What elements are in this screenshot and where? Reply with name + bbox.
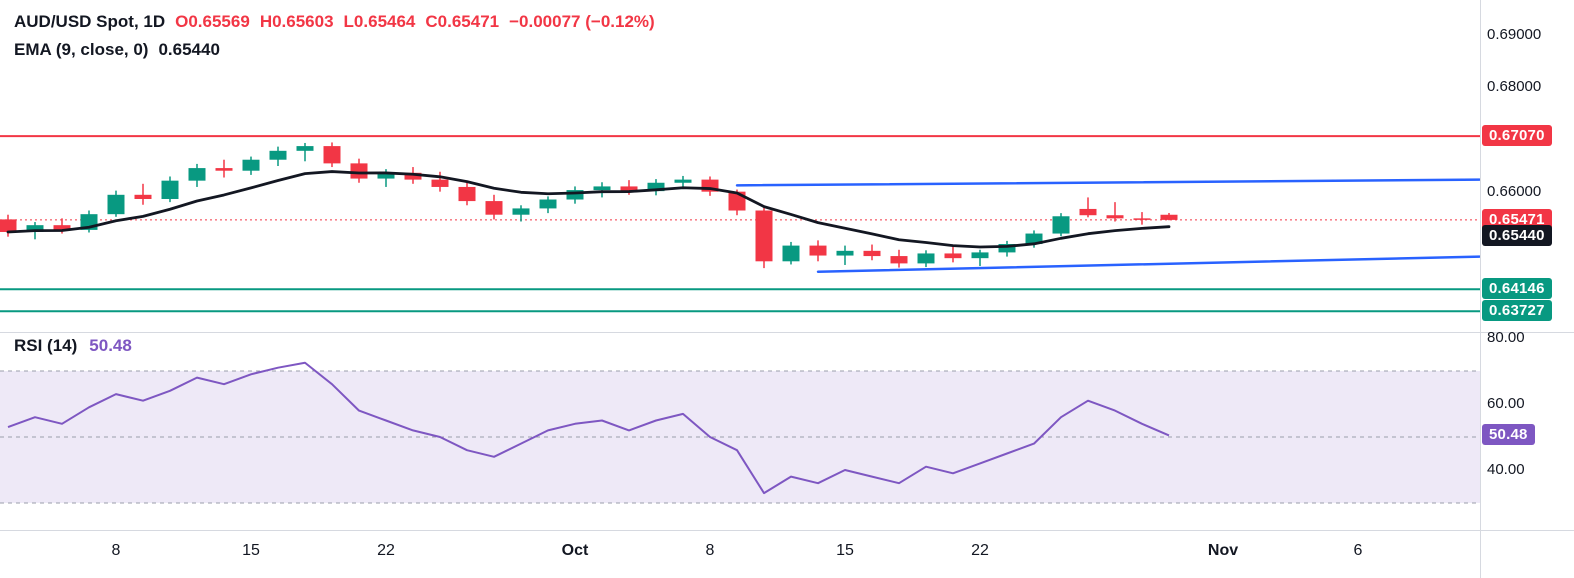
candle-body	[431, 179, 449, 187]
candle-body	[1079, 208, 1097, 216]
time-axis[interactable]: 8 15 22 Oct 8 15 22 Nov 6	[0, 530, 1480, 578]
candle-body	[1160, 214, 1178, 220]
rsi-axis-label: 40.00	[1487, 461, 1525, 478]
rsi-value: 50.48	[89, 336, 132, 355]
candle-body	[188, 168, 206, 181]
candle-body	[485, 201, 503, 215]
candle-body	[998, 244, 1016, 253]
candle-body	[593, 186, 611, 191]
rsi-axis-label: 60.00	[1487, 395, 1525, 412]
symbol-legend-row: AUD/USD Spot, 1D O0.65569 H0.65603 L0.65…	[14, 8, 655, 36]
ohlc-open: O0.65569	[175, 12, 250, 31]
candle-body	[242, 159, 260, 171]
time-axis-label: 15	[836, 542, 854, 559]
candle-body	[1133, 218, 1151, 220]
candle-body	[296, 146, 314, 151]
candle-body	[620, 186, 638, 192]
candle-body	[836, 250, 854, 256]
rsi-indicator-label[interactable]: RSI (14)	[14, 336, 78, 355]
time-axis-label: 22	[377, 542, 395, 559]
time-axis-label: 22	[971, 542, 989, 559]
candle-body	[323, 146, 341, 164]
candle-body	[863, 250, 881, 257]
time-axis-label: 8	[111, 542, 121, 559]
candle-body	[674, 179, 692, 183]
ohlc-close: C0.65471	[425, 12, 500, 31]
price-axis-badge: 0.64146	[1482, 278, 1552, 300]
candle-body	[269, 150, 287, 160]
price-axis-badge: 0.65440	[1482, 224, 1552, 246]
price-axis-label: 0.66000	[1487, 183, 1542, 201]
ema-legend-row: EMA (9, close, 0) 0.65440	[14, 36, 655, 64]
trendline[interactable]	[816, 255, 1481, 274]
time-axis-label: 8	[705, 542, 715, 559]
candle-body	[53, 225, 71, 230]
candle-body	[566, 190, 584, 200]
candle-body	[350, 163, 368, 179]
candle-body	[782, 245, 800, 262]
candle-body	[404, 172, 422, 180]
rsi-axis-label: 80.00	[1487, 329, 1525, 346]
price-axis-badge: 0.63727	[1482, 300, 1552, 322]
candle-body	[1025, 233, 1043, 245]
candle-body	[26, 225, 44, 232]
candle-body	[107, 194, 125, 215]
candle-body	[647, 182, 665, 192]
time-axis-label: Oct	[561, 542, 589, 559]
candle-body	[215, 168, 233, 171]
candle-body	[539, 199, 557, 209]
rsi-axis-badge: 50.48	[1482, 424, 1535, 446]
price-axis-badge: 0.67070	[1482, 125, 1552, 147]
change-value: −0.00077 (−0.12%)	[509, 12, 655, 31]
candle-body	[134, 194, 152, 199]
ema-indicator-label[interactable]: EMA (9, close, 0)	[14, 40, 149, 60]
candle-body	[809, 245, 827, 256]
candle-body	[890, 256, 908, 264]
time-axis-label: Nov	[1207, 542, 1239, 559]
time-axis-label: 15	[242, 542, 260, 559]
price-axis-label: 0.68000	[1487, 78, 1542, 96]
ema-value: 0.65440	[158, 40, 220, 60]
rsi-legend: RSI (14) 50.48	[14, 336, 132, 356]
ohlc-low: L0.65464	[343, 12, 416, 31]
candle-body	[161, 180, 179, 199]
rsi-line[interactable]	[7, 361, 1170, 495]
time-axis-label: 6	[1353, 542, 1363, 559]
candle-body	[458, 186, 476, 202]
candle-body	[944, 253, 962, 259]
price-axis[interactable]: 0.69000 0.68000 0.66000 0.67070 0.65471 0.654…	[1480, 0, 1574, 578]
trendline[interactable]	[735, 178, 1481, 187]
candle-body	[1052, 216, 1070, 234]
candle-body	[917, 253, 935, 264]
candle-body	[755, 210, 773, 262]
chart-legend: AUD/USD Spot, 1D O0.65569 H0.65603 L0.65…	[14, 8, 655, 64]
candle-body	[1106, 215, 1124, 219]
symbol-title[interactable]: AUD/USD Spot, 1D	[14, 12, 166, 31]
candle-body	[0, 219, 17, 232]
ohlc-high: H0.65603	[259, 12, 334, 31]
candle-body	[971, 252, 989, 259]
candle-body	[377, 172, 395, 179]
candle-body	[512, 208, 530, 215]
ema-line[interactable]	[6, 170, 1171, 249]
price-axis-label: 0.69000	[1487, 26, 1542, 44]
